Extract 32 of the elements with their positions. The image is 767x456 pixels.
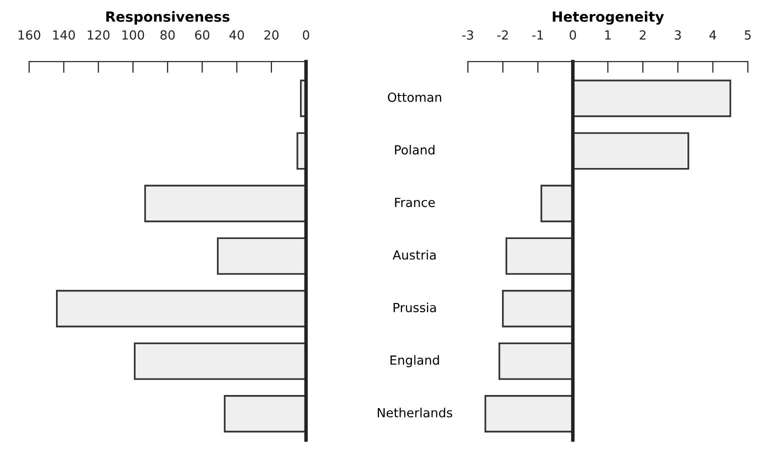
y-tick-label: England	[390, 355, 439, 368]
chart-title: Heterogeneity	[552, 11, 664, 25]
bar	[56, 290, 306, 328]
x-tick-label: 80	[160, 30, 175, 40]
x-tick-label: 3	[674, 30, 681, 40]
x-tick-label: 40	[229, 30, 244, 40]
x-tick-label: 2	[640, 30, 646, 40]
y-tick-label: Prussia	[394, 302, 436, 312]
y-tick-label: Austria	[392, 250, 436, 260]
chart-title: Responsiveness	[106, 11, 230, 25]
x-tick-label: 5	[744, 30, 751, 40]
x-tick-label: 20	[264, 30, 279, 40]
bar	[224, 395, 306, 432]
x-tick-label: 0	[570, 30, 576, 40]
x-tick-label: 4	[709, 30, 716, 40]
x-tick-label: 0	[302, 30, 310, 40]
x-tick-label: -2	[497, 30, 508, 40]
x-tick-label: -3	[462, 30, 474, 40]
bar	[144, 184, 306, 222]
y-tick-label: Netherlands	[378, 408, 452, 418]
bar	[216, 237, 306, 275]
x-tick-label: 100	[122, 30, 144, 40]
x-tick-label: 160	[18, 30, 40, 40]
x-tick-label: 1	[605, 30, 611, 40]
x-tick-label: 140	[53, 30, 75, 40]
bar	[134, 342, 306, 380]
y-tick-label: Ottoman	[388, 92, 442, 102]
x-tick-label: -1	[532, 30, 543, 40]
y-tick-label: Poland	[395, 144, 434, 155]
x-tick-label: 60	[195, 30, 210, 40]
x-tick-label: 120	[88, 30, 110, 40]
y-tick-label: France	[395, 198, 435, 208]
